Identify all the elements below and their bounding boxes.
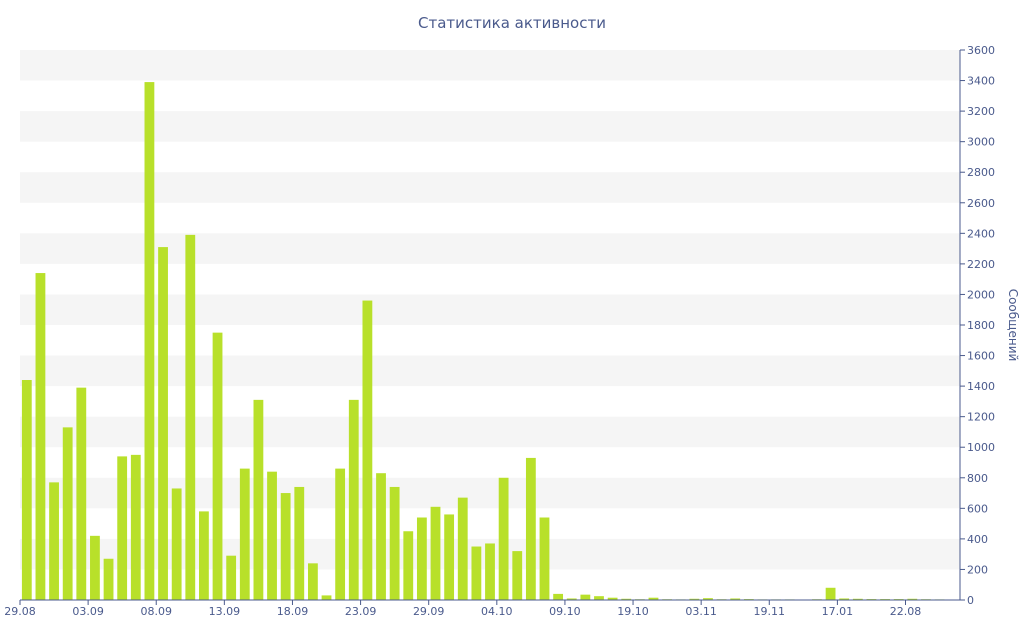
y-tick-label: 2600 [967, 197, 995, 210]
bar[interactable] [444, 514, 455, 600]
bar[interactable] [703, 598, 713, 600]
bar[interactable] [498, 477, 509, 600]
x-tick-label: 03.11 [685, 605, 717, 618]
bar[interactable] [267, 471, 277, 600]
x-tick-label: 13.09 [209, 605, 241, 618]
bar[interactable] [321, 595, 332, 600]
chart-title: Статистика активности [418, 14, 606, 32]
bar[interactable] [35, 273, 46, 600]
bar[interactable] [335, 468, 346, 600]
bar[interactable] [158, 247, 168, 601]
x-tick-label: 17.01 [822, 605, 854, 618]
x-tick-label: 18.09 [277, 605, 309, 618]
y-tick-label: 2200 [967, 258, 995, 271]
bar[interactable] [348, 399, 359, 600]
y-tick-label: 2800 [967, 166, 995, 179]
y-tick-label: 400 [967, 533, 988, 546]
grid-band [20, 355, 960, 387]
bar[interactable] [130, 454, 141, 600]
bar[interactable] [825, 587, 836, 600]
bar[interactable] [253, 399, 264, 600]
bar[interactable] [403, 531, 414, 600]
bar[interactable] [839, 598, 850, 600]
x-tick-label: 09.10 [549, 605, 581, 618]
bar[interactable] [416, 517, 427, 601]
bar[interactable] [226, 555, 237, 600]
x-tick-label: 23.09 [345, 605, 377, 618]
y-tick-label: 600 [967, 502, 988, 515]
x-tick-label: 29.09 [413, 605, 445, 618]
bar[interactable] [21, 380, 32, 600]
bar[interactable] [457, 497, 468, 600]
bar[interactable] [90, 535, 100, 600]
bar[interactable] [171, 488, 182, 600]
bar[interactable] [621, 598, 632, 600]
bar[interactable] [280, 493, 291, 600]
bar[interactable] [539, 517, 550, 601]
bar[interactable] [594, 596, 604, 600]
y-tick-label: 3000 [967, 136, 995, 149]
y-tick-label: 2400 [967, 227, 995, 240]
y-tick-label: 0 [967, 594, 974, 607]
y-tick-label: 1800 [967, 319, 995, 332]
x-tick-label: 19.11 [754, 605, 786, 618]
bar[interactable] [430, 506, 441, 600]
bar[interactable] [307, 563, 318, 600]
grid-band [20, 294, 960, 325]
bar[interactable] [76, 387, 87, 600]
grid-band [20, 50, 960, 81]
bar[interactable] [389, 486, 400, 600]
bar[interactable] [607, 597, 618, 600]
bar[interactable] [566, 598, 577, 600]
x-tick-label: 19.10 [617, 605, 649, 618]
y-tick-label: 3600 [967, 44, 995, 57]
y-tick-label: 1600 [967, 350, 995, 363]
y-tick-label: 200 [967, 563, 988, 576]
bar[interactable] [294, 486, 305, 600]
y-tick-label: 800 [967, 472, 988, 485]
y-tick-label: 1400 [967, 380, 995, 393]
bar[interactable] [144, 82, 155, 601]
bar[interactable] [49, 482, 59, 600]
bar[interactable] [907, 598, 918, 600]
bar[interactable] [239, 468, 250, 600]
bar[interactable] [212, 332, 223, 600]
bar[interactable] [852, 598, 863, 600]
bar[interactable] [62, 427, 73, 600]
grid-band [20, 233, 960, 264]
grid-band [20, 172, 960, 203]
x-tick-label: 08.09 [140, 605, 172, 618]
bar[interactable] [362, 300, 373, 600]
bar[interactable] [525, 457, 536, 600]
grid-band [20, 416, 960, 448]
bar[interactable] [689, 598, 700, 600]
y-tick-label: 2000 [967, 288, 995, 301]
bar[interactable] [117, 456, 128, 600]
bar[interactable] [103, 558, 114, 600]
x-tick-label: 29.08 [4, 605, 36, 618]
x-tick-label: 04.10 [481, 605, 513, 618]
bar[interactable] [512, 551, 523, 600]
bar[interactable] [580, 594, 591, 600]
x-tick-label: 03.09 [72, 605, 104, 618]
bar[interactable] [471, 546, 482, 600]
y-tick-label: 1200 [967, 411, 995, 424]
bar[interactable] [730, 598, 741, 600]
grid-band [20, 111, 960, 142]
x-tick-label: 22.08 [890, 605, 922, 618]
bar[interactable] [376, 473, 386, 600]
bar[interactable] [485, 543, 495, 600]
y-tick-label: 3200 [967, 105, 995, 118]
bar[interactable] [648, 597, 659, 600]
y-tick-label: 1000 [967, 441, 995, 454]
bar[interactable] [199, 511, 209, 600]
bar[interactable] [185, 234, 196, 600]
bar[interactable] [553, 593, 564, 600]
y-axis-label: Сообщений [1006, 289, 1020, 362]
y-tick-label: 3400 [967, 75, 995, 88]
